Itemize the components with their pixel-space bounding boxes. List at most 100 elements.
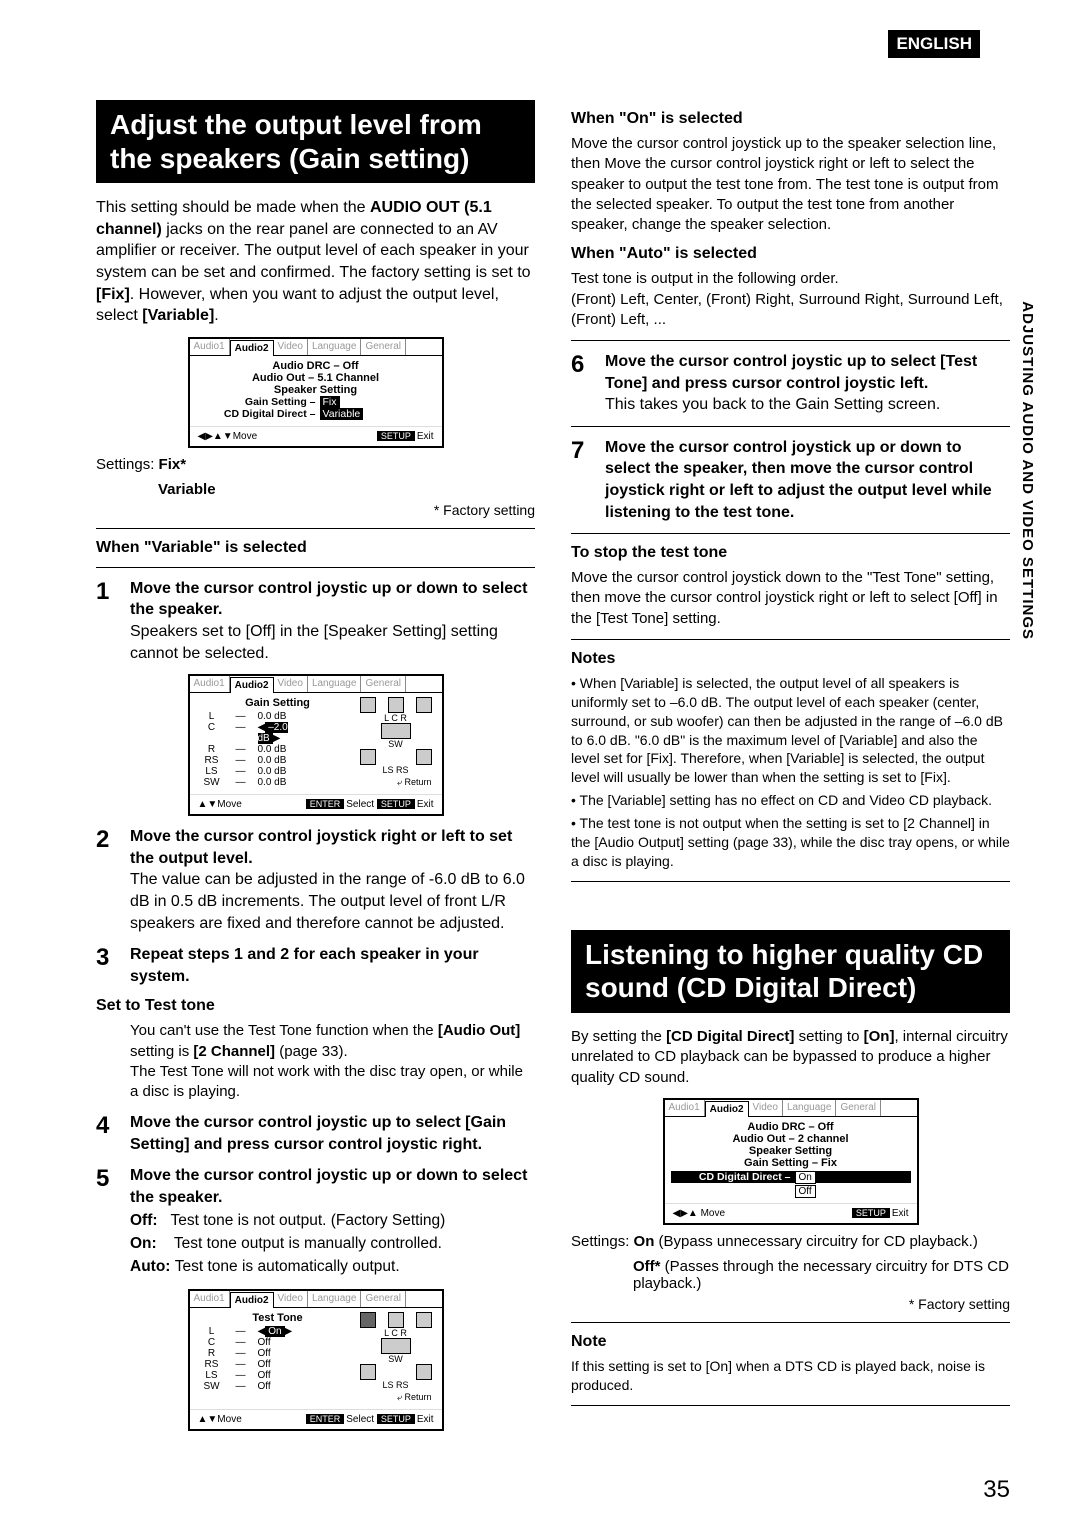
text: 0.0 dB bbox=[258, 711, 308, 722]
osd-footer-right: SETUPExit bbox=[852, 1208, 909, 1219]
text: Test tone output is manually controlled. bbox=[174, 1235, 442, 1252]
step-number: 6 bbox=[571, 351, 593, 416]
text: Fix bbox=[320, 396, 340, 408]
text: [2 Channel] bbox=[193, 1043, 275, 1060]
intro-paragraph: This setting should be made when the AUD… bbox=[96, 197, 535, 327]
step-2: 2 Move the cursor control joystick right… bbox=[96, 826, 535, 934]
banner-cd-digital: Listening to higher quality CD sound (CD… bbox=[571, 930, 1010, 1013]
speaker-diagram: L C R SW LS RS ⤶ Return bbox=[360, 1312, 432, 1403]
osd-footer-right: ENTERSelect SETUPExit bbox=[306, 1414, 434, 1425]
osd-menu-testtone: Audio1 Audio2 Video Language General L C… bbox=[188, 1289, 444, 1431]
text: SETUP bbox=[377, 431, 415, 441]
text: SETUP bbox=[852, 1208, 890, 1218]
settings-block: Off* (Passes through the necessary circu… bbox=[571, 1258, 1010, 1292]
section-side-label: ADJUSTING AUDIO AND VIDEO SETTINGS bbox=[1019, 301, 1036, 640]
osd-row: Speaker Setting bbox=[675, 1145, 907, 1157]
text: C bbox=[200, 1337, 224, 1348]
text: On: bbox=[130, 1235, 157, 1252]
text: SETUP bbox=[377, 799, 415, 809]
text: LS bbox=[200, 766, 224, 777]
osd-row: Audio DRC – Off bbox=[200, 360, 432, 372]
osd-tab-active: Audio2 bbox=[230, 340, 274, 356]
text: Return bbox=[404, 777, 431, 787]
text: CD Digital Direct – bbox=[200, 408, 320, 420]
speaker-diagram: L C R SW LS RS ⤶ Return bbox=[360, 697, 432, 788]
step-title: Move the cursor control joystick up or d… bbox=[605, 437, 1010, 523]
text: Move bbox=[701, 1208, 725, 1219]
osd-tab: Language bbox=[308, 339, 362, 355]
note-item: When [Variable] is selected, the output … bbox=[571, 674, 1010, 787]
osd-tab: General bbox=[361, 1291, 406, 1307]
step-body-text: Speakers set to [Off] in the [Speaker Se… bbox=[130, 621, 535, 664]
osd-tab: Audio1 bbox=[190, 676, 230, 692]
text: On bbox=[634, 1233, 655, 1250]
osd-footer-left: ◀▶▲ Move bbox=[673, 1208, 726, 1219]
option-list: Off: Test tone is not output. (Factory S… bbox=[130, 1211, 535, 1278]
text: Gain Setting – bbox=[200, 396, 320, 408]
text: You can't use the Test Tone function whe… bbox=[96, 1021, 535, 1102]
text: Return bbox=[404, 1392, 431, 1402]
text: –2.0 dB bbox=[258, 722, 288, 744]
text: Off bbox=[258, 1348, 308, 1359]
osd-tab: Audio1 bbox=[190, 339, 230, 355]
text: Exit bbox=[417, 431, 434, 442]
osd-footer-left: ▲▼Move bbox=[198, 799, 242, 810]
text: 0.0 dB bbox=[258, 777, 308, 788]
text: RS bbox=[200, 755, 224, 766]
step-4: 4 Move the cursor control joystic up to … bbox=[96, 1112, 535, 1155]
settings-line: Settings: Fix* bbox=[96, 456, 535, 473]
text: Select bbox=[346, 1414, 374, 1425]
note-item: The test tone is not output when the set… bbox=[571, 814, 1010, 871]
osd-tab: Language bbox=[783, 1100, 837, 1116]
osd-tab-active: Audio2 bbox=[705, 1101, 749, 1117]
osd-row: Speaker Setting bbox=[200, 384, 432, 396]
text: ENTER bbox=[306, 1414, 345, 1424]
text: setting is bbox=[130, 1043, 193, 1060]
text: (Passes through the necessary circuitry … bbox=[633, 1258, 1009, 1292]
note-body: If this setting is set to [On] when a DT… bbox=[571, 1357, 1010, 1395]
text: Settings: bbox=[571, 1233, 629, 1250]
text: LS bbox=[200, 1370, 224, 1381]
text: L bbox=[200, 711, 224, 722]
left-column: Adjust the output level from the speaker… bbox=[96, 100, 535, 1439]
subheading-stop-test: To stop the test tone bbox=[571, 544, 1010, 562]
right-column: When "On" is selected Move the cursor co… bbox=[571, 100, 1010, 1439]
settings-line: Variable bbox=[96, 481, 535, 498]
text: [CD Digital Direct] bbox=[666, 1028, 794, 1045]
step-body-text: This takes you back to the Gain Setting … bbox=[605, 394, 1010, 416]
text: Move bbox=[233, 431, 257, 442]
osd-menu-cdd: Audio1 Audio2 Video Language General Aud… bbox=[663, 1098, 919, 1225]
text: Test tone is not output. (Factory Settin… bbox=[170, 1212, 445, 1229]
text: CD Digital Direct – bbox=[675, 1171, 795, 1183]
text: Off bbox=[258, 1359, 308, 1370]
text: Exit bbox=[892, 1208, 909, 1219]
step-number: 1 bbox=[96, 578, 118, 664]
osd-row-selected: CD Digital Direct – On bbox=[671, 1171, 911, 1183]
text: This setting should be made when the bbox=[96, 199, 370, 216]
osd-tab: General bbox=[361, 676, 406, 692]
text: R bbox=[200, 1348, 224, 1359]
step-number: 7 bbox=[571, 437, 593, 523]
text: Move the cursor control joystick down to… bbox=[571, 568, 1010, 629]
factory-note: * Factory setting bbox=[571, 1296, 1010, 1312]
osd-row-highlight: Gain Setting –Fix bbox=[200, 396, 432, 408]
text: Fix* bbox=[159, 456, 187, 473]
text: The Test Tone will not work with the dis… bbox=[130, 1063, 523, 1100]
text: [Variable] bbox=[142, 307, 214, 324]
osd-footer-right: SETUPExit bbox=[377, 431, 434, 442]
text: (Bypass unnecessary circuitry for CD pla… bbox=[654, 1233, 977, 1250]
subheading-variable: When "Variable" is selected bbox=[96, 539, 535, 557]
text: Move bbox=[217, 799, 241, 810]
notes-list: When [Variable] is selected, the output … bbox=[571, 674, 1010, 871]
step-number: 4 bbox=[96, 1112, 118, 1155]
step-7: 7 Move the cursor control joystick up or… bbox=[571, 437, 1010, 523]
text: Test tone is output in the following ord… bbox=[571, 270, 839, 287]
osd-tab: General bbox=[836, 1100, 881, 1116]
osd-tab-active: Audio2 bbox=[230, 1292, 274, 1308]
text: . bbox=[214, 307, 218, 324]
note-heading: Note bbox=[571, 1333, 1010, 1351]
text: SETUP bbox=[377, 1414, 415, 1424]
text: jacks on the rear panel are connected to… bbox=[96, 221, 531, 281]
osd-row: Audio Out – 5.1 Channel bbox=[200, 372, 432, 384]
osd-tab: Video bbox=[274, 676, 308, 692]
